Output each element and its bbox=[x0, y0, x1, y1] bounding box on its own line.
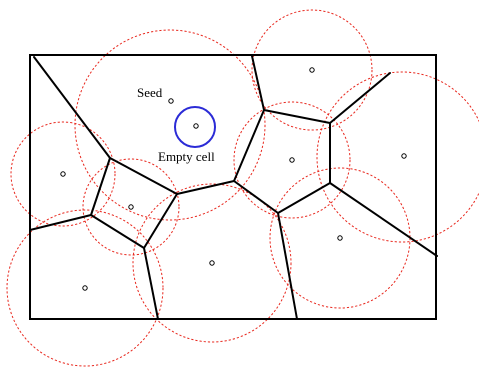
dashed-circle bbox=[6, 209, 164, 367]
voronoi-edges bbox=[29, 55, 438, 320]
seed-point bbox=[309, 67, 315, 73]
seed-point bbox=[60, 171, 66, 177]
dashed-circle bbox=[10, 121, 116, 227]
seed-points bbox=[60, 67, 407, 291]
voronoi-edge bbox=[233, 180, 331, 214]
seed-label: Seed bbox=[137, 85, 163, 100]
seed-point bbox=[401, 153, 407, 159]
dashed-circle bbox=[251, 9, 373, 131]
dashed-circle bbox=[132, 183, 292, 343]
domain-boundary bbox=[29, 54, 437, 320]
empty-cell-circle bbox=[174, 106, 216, 148]
empty-cell-label: Empty cell bbox=[158, 149, 215, 164]
seed-point bbox=[337, 235, 343, 241]
voronoi-edge bbox=[143, 193, 178, 320]
dashed-circle bbox=[233, 101, 351, 219]
seed-point bbox=[168, 98, 174, 104]
voronoi-edge bbox=[277, 212, 298, 320]
seed-point bbox=[193, 123, 199, 129]
dashed-circle bbox=[316, 71, 479, 243]
voronoi-edge bbox=[329, 122, 438, 257]
voronoi-edge bbox=[33, 55, 265, 195]
seed-point bbox=[128, 204, 134, 210]
seed-point bbox=[289, 157, 295, 163]
seed-point bbox=[209, 260, 215, 266]
dashed-circle bbox=[82, 158, 180, 256]
dashed-circles bbox=[6, 9, 479, 367]
dashed-circle bbox=[74, 29, 266, 221]
voronoi-edge bbox=[29, 214, 92, 231]
seed-point bbox=[82, 285, 88, 291]
